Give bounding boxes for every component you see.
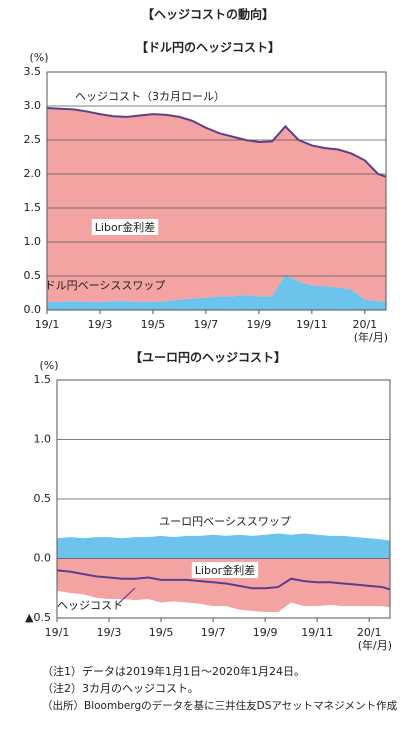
y-tick-label: 0.0 [24,303,42,316]
x-tick-label: 19/7 [194,318,219,331]
y-tick-label: 3.5 [24,65,42,78]
series-label: ヘッジコスト（3カ月ロール） [75,90,225,103]
x-tick-label: 19/11 [296,318,328,331]
y-tick-label: 1.5 [24,201,42,214]
plot-frame [56,379,391,619]
y-tick-label: 1.0 [34,433,52,446]
y-tick-label: 1.5 [34,373,52,386]
x-axis-label: (年/月) [354,330,388,344]
y-tick-label: 0.5 [24,269,42,282]
x-tick-label: 19/5 [149,626,174,639]
series-label: ヘッジコスト [57,599,123,612]
area [57,533,390,559]
chart-title: 【ユーロ円のヘッジコスト】 [130,350,286,365]
x-tick-label: 19/9 [247,318,272,331]
x-tick-label: 19/9 [253,626,278,639]
y-unit: (%) [29,51,48,64]
series-label: Libor金利差 [95,220,155,234]
x-tick-label: 19/1 [35,318,60,331]
x-tick-label: 19/5 [141,318,166,331]
y-tick-label: 3.0 [24,99,42,112]
x-tick-label: 20/1 [357,626,382,639]
area [47,274,386,310]
note: （出所）Bloombergのデータを基に三井住友DSアセットマネジメント作成 [42,699,398,712]
area [57,558,390,613]
label-background [191,562,259,578]
y-tick-label: 2.5 [24,133,42,146]
chart-title: 【ドル円のヘッジコスト】 [136,40,280,55]
series-label: Libor金利差 [195,563,255,577]
label-background [91,219,159,235]
x-axis-label: (年/月) [358,638,392,652]
plot-frame [46,71,387,311]
note: （注2）3カ月のヘッジコスト。 [42,681,199,695]
y-tick-label: 1.0 [24,235,42,248]
series-label: ドル円ベーシススワップ [45,279,166,292]
area [47,108,386,302]
annotation-arrow [117,587,136,605]
y-tick-label: 0.0 [34,552,52,565]
y-unit: (%) [39,359,58,372]
line [46,107,387,178]
x-tick-label: 19/3 [97,626,122,639]
y-tick-label: 2.0 [24,167,42,180]
note: （注1）データは2019年1月1日～2020年1月24日。 [42,664,305,678]
page-title: 【ヘッジコストの動向】 [142,7,274,22]
x-tick-label: 19/11 [301,626,333,639]
y-tick-label: ▲0.5 [25,611,51,624]
x-tick-label: 19/1 [45,626,70,639]
line [56,569,391,591]
x-tick-label: 20/1 [352,318,377,331]
y-tick-label: 0.5 [34,492,52,505]
x-tick-label: 19/3 [88,318,113,331]
x-tick-label: 19/7 [201,626,226,639]
series-label: ユーロ円ベーシススワップ [159,515,291,528]
